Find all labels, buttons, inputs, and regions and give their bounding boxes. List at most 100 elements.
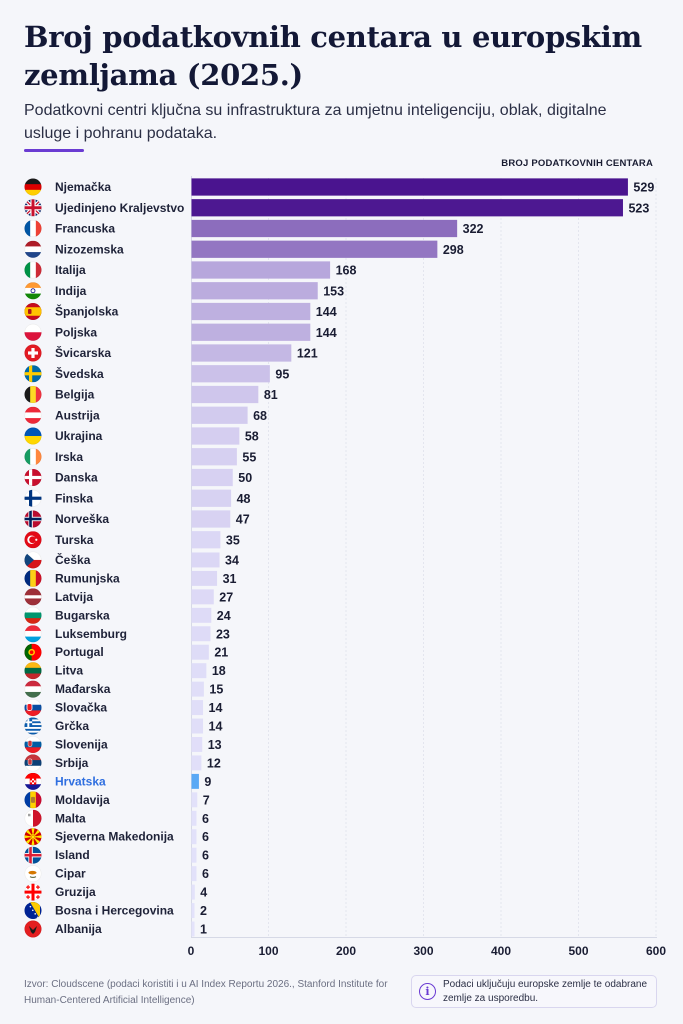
category-label: Španjolska [55,304,119,319]
category-label: Slovenija [55,737,108,751]
unit-label: BROJ PODATKOVNIH CENTARA [501,158,653,169]
bar-row: Hrvatska 9 [55,773,211,789]
value-label: 153 [323,284,344,298]
category-label: Belgija [55,388,95,402]
bar [191,589,214,605]
bar-row: Rumunjska 31 [55,570,237,586]
category-label: Danska [55,471,98,485]
category-label: Cipar [55,867,86,881]
category-label: Sjeverna Makedonija [55,830,174,844]
value-label: 81 [264,388,278,402]
flag-lu-icon [24,625,42,643]
value-label: 68 [253,409,267,423]
bar [191,323,311,341]
value-label: 6 [202,830,209,844]
bar-row: Turska 35 [55,531,240,549]
value-label: 529 [633,181,654,195]
bar [191,448,237,466]
bar-row: Slovačka 14 [55,700,223,715]
bar-row: Njemačka 529 [55,178,654,196]
flag-es-icon [24,302,42,320]
flag-nl-icon [24,240,42,258]
flag-fi-icon [24,489,42,507]
bar-row: Poljska 144 [55,323,337,341]
bar [191,219,458,238]
bar-row: Cipar 6 [55,866,209,881]
info-icon: i [419,983,436,1000]
category-label: Gruzija [55,885,96,899]
bar-row: Srbija 12 [55,755,221,770]
bar [191,847,197,863]
bar-row: Grčka 14 [55,718,223,734]
category-label: Finska [55,491,93,505]
bar [191,510,231,528]
title-divider [24,149,84,152]
bar [191,406,248,424]
source-note: Izvor: Cloudscene (podaci koristiti i u … [24,977,394,1009]
value-label: 6 [202,867,209,881]
bar [191,468,233,487]
bar [191,531,221,549]
value-label: 4 [200,886,207,900]
value-label: 55 [242,450,256,464]
x-tick-label: 200 [336,944,356,958]
category-label: Moldavija [55,793,110,807]
bar [191,178,628,196]
x-tick-label: 400 [491,944,511,958]
flag-in-icon [24,282,42,300]
flag-bg-icon [24,606,42,624]
category-label: Njemačka [55,180,111,194]
bar [191,385,259,404]
category-label: Češka [55,552,91,567]
value-label: 48 [237,492,251,506]
bar-row: Finska 48 [55,489,251,507]
flag-fr-icon [24,220,42,238]
value-label: 322 [463,222,484,236]
category-label: Rumunjska [55,571,120,585]
value-label: 2 [200,904,207,918]
bar-row: Litva 18 [55,663,226,678]
flag-tr-icon [24,531,42,549]
bar [191,718,204,734]
value-label: 298 [443,243,464,257]
bar [191,866,197,882]
bar [191,829,197,845]
category-label: Poljska [55,325,97,339]
flag-pt-icon [24,643,42,661]
flag-si-icon [24,735,42,753]
bar-row: Gruzija 4 [55,884,207,900]
x-tick-label: 500 [568,944,588,958]
value-label: 58 [245,430,259,444]
flag-gb-icon [24,199,42,217]
flag-pl-icon [24,323,42,341]
bar [191,570,218,586]
flag-ro-icon [24,569,42,587]
flag-lv-icon [24,588,42,606]
bar [191,282,318,300]
bar-row: Portugal 21 [55,644,228,660]
flag-cy-icon [24,865,42,883]
value-label: 34 [225,553,239,567]
bar-row: Češka 34 [55,552,239,568]
category-label: Indija [55,284,87,298]
bar-row: Island 6 [55,847,209,863]
bar [191,199,623,217]
bar [191,663,207,679]
bar-row: Norveška 47 [55,510,250,528]
bar-row: Indija 153 [55,282,344,300]
category-label: Ukrajina [55,429,103,443]
chart-subtitle: Podatkovni centri ključna su infrastrukt… [24,102,607,142]
bar [191,792,198,808]
bar [191,344,292,362]
flag-ba-icon [24,902,42,920]
flag-se-icon [24,365,42,383]
bar [191,921,195,937]
flag-no-icon [24,510,42,528]
bar [191,681,204,697]
category-label: Irska [55,450,83,464]
category-label: Nizozemska [55,242,124,256]
value-label: 14 [209,701,223,715]
category-label: Slovačka [55,701,107,715]
value-label: 13 [208,738,222,752]
flag-ge-icon [24,883,42,901]
